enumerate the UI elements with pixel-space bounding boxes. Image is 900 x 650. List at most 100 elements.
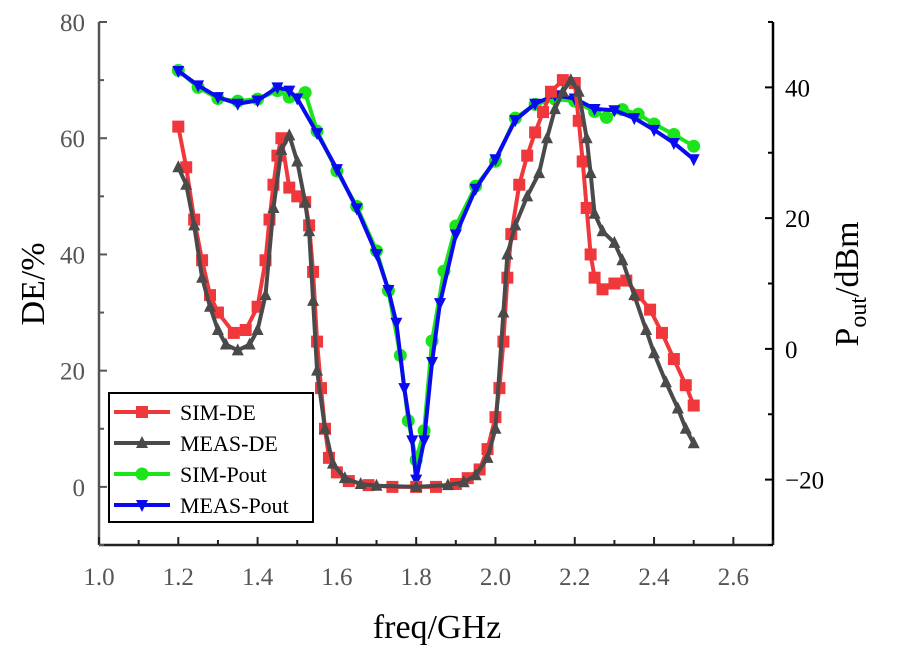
data-point xyxy=(588,271,601,284)
data-point xyxy=(180,177,193,190)
data-point xyxy=(481,450,494,463)
y2-tick-labels: −20 0 20 40 xyxy=(785,75,824,494)
y2-axis-title: Pout/dBm xyxy=(829,221,872,346)
x-tick-label: 2.6 xyxy=(718,564,749,591)
data-point xyxy=(239,323,252,336)
data-point xyxy=(338,471,351,484)
data-point xyxy=(204,299,217,312)
data-point xyxy=(172,120,185,133)
data-point xyxy=(469,183,482,196)
data-point xyxy=(667,353,680,366)
data-point xyxy=(509,218,522,231)
data-point xyxy=(390,317,403,330)
data-point xyxy=(283,128,296,141)
data-point xyxy=(406,435,419,448)
x-tick-label: 2.4 xyxy=(638,564,670,591)
y-tick-label: 40 xyxy=(60,242,85,269)
series-meas-de xyxy=(172,73,700,492)
x-tick-label: 2.0 xyxy=(480,564,511,591)
data-point xyxy=(307,293,320,306)
data-point xyxy=(564,73,577,86)
legend-marker xyxy=(136,500,148,512)
legend-marker xyxy=(136,406,148,418)
data-point xyxy=(410,479,423,492)
data-point xyxy=(588,206,601,219)
data-point xyxy=(449,229,462,242)
x-tick-label: 1.0 xyxy=(83,564,114,591)
data-point xyxy=(608,277,621,290)
data-point xyxy=(659,375,672,388)
data-point xyxy=(608,235,621,248)
data-point xyxy=(644,303,657,316)
y2-tick-label: −20 xyxy=(785,468,824,495)
data-point xyxy=(219,337,232,350)
data-point xyxy=(556,84,569,97)
data-point xyxy=(584,166,597,179)
data-point xyxy=(679,421,692,434)
data-point xyxy=(398,383,411,396)
data-point xyxy=(231,98,244,111)
data-point xyxy=(640,322,653,335)
data-point xyxy=(687,154,700,167)
data-point xyxy=(596,283,609,296)
y2-tick-label: 20 xyxy=(785,206,810,233)
data-point xyxy=(679,379,692,392)
y-axis-title: DE/% xyxy=(15,242,52,325)
data-point xyxy=(370,478,383,491)
data-point xyxy=(469,468,482,481)
legend-label: SIM-Pout xyxy=(180,462,267,487)
y-tick-label: 20 xyxy=(60,359,85,386)
y2-title-rest: /dBm xyxy=(829,221,866,297)
data-point xyxy=(251,322,264,335)
data-point xyxy=(291,93,304,106)
x-tick-label: 1.4 xyxy=(242,564,274,591)
data-point xyxy=(318,421,331,434)
data-point xyxy=(426,356,439,369)
data-point xyxy=(259,288,272,301)
data-point xyxy=(687,139,701,153)
axes xyxy=(97,21,775,547)
data-point xyxy=(521,149,534,162)
x-tick-labels: 1.0 1.2 1.4 1.6 1.8 2.0 2.2 2.4 2.6 xyxy=(83,564,749,591)
data-point xyxy=(667,127,681,141)
data-point xyxy=(541,131,554,144)
data-point xyxy=(291,154,304,167)
data-point xyxy=(513,178,526,191)
data-point xyxy=(509,115,522,128)
data-point xyxy=(311,363,324,376)
data-point xyxy=(655,326,668,339)
data-point xyxy=(544,85,557,98)
data-point xyxy=(370,249,383,262)
data-point xyxy=(243,337,256,350)
data-point xyxy=(457,475,470,488)
y-tick-labels: 0 20 40 60 80 xyxy=(60,10,85,502)
data-point xyxy=(188,218,201,231)
x-tick-label: 1.6 xyxy=(321,564,352,591)
data-point xyxy=(628,113,641,126)
y2-tick-label: 40 xyxy=(785,75,810,102)
data-point xyxy=(267,200,280,213)
data-point xyxy=(211,92,224,105)
data-point xyxy=(441,478,454,491)
x-tick-label: 1.8 xyxy=(401,564,432,591)
data-point xyxy=(192,80,205,93)
data-point xyxy=(418,435,431,448)
legend: SIM-DE MEAS-DE SIM-Pout MEAS-Pout xyxy=(108,392,314,523)
data-point xyxy=(529,98,542,111)
data-point xyxy=(196,270,209,283)
data-point xyxy=(489,421,502,434)
data-point xyxy=(648,124,661,137)
data-point xyxy=(537,106,550,119)
y-tick-label: 60 xyxy=(60,126,85,153)
data-point xyxy=(596,224,609,237)
data-point xyxy=(533,166,546,179)
y2-title-main: P xyxy=(829,328,866,347)
data-point xyxy=(576,155,589,168)
y2-title-sub: out xyxy=(846,297,872,328)
data-point xyxy=(497,305,510,318)
legend-marker xyxy=(135,467,149,481)
data-point xyxy=(354,476,367,489)
data-point xyxy=(580,131,593,144)
y-tick-label: 80 xyxy=(60,10,85,37)
